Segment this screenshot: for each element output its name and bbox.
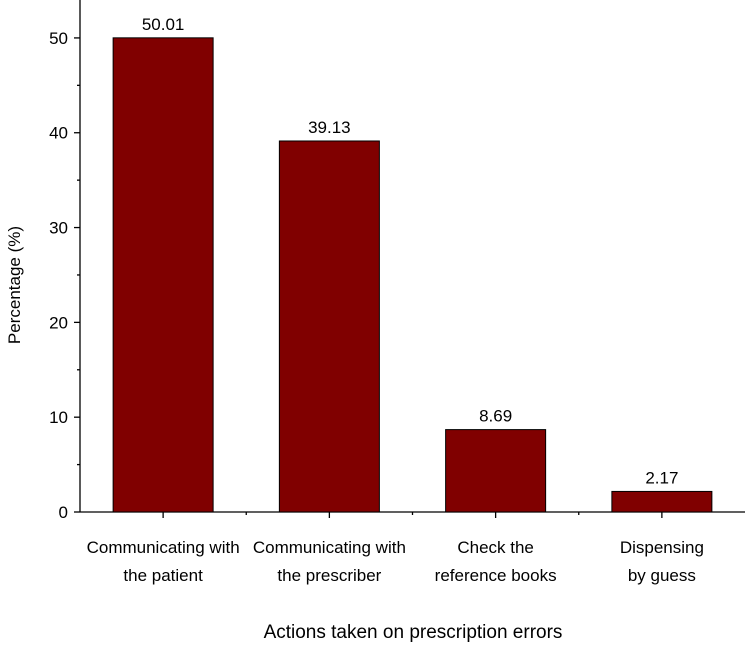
x-tick-label: Dispensing by guess [620, 538, 704, 585]
bar [112, 37, 214, 513]
value-label: 8.69 [479, 407, 512, 426]
y-tick-label: 50 [49, 29, 68, 48]
y-tick-label: 0 [59, 503, 68, 522]
x-tick-label: Communicating with the prescriber [253, 538, 406, 585]
value-label: 2.17 [645, 468, 678, 487]
bar [611, 490, 713, 513]
value-label: 39.13 [308, 118, 351, 137]
y-tick-label: 30 [49, 219, 68, 238]
bar [445, 429, 547, 513]
value-label: 50.01 [142, 15, 185, 34]
x-tick-label: Check the reference books [435, 538, 557, 585]
y-axis-label: Percentage (%) [5, 226, 24, 344]
x-tick-label: Communicating with the patient [87, 538, 240, 585]
y-tick-label: 10 [49, 408, 68, 427]
bar [278, 140, 380, 513]
y-tick-label: 40 [49, 124, 68, 143]
y-tick-label: 20 [49, 313, 68, 332]
x-axis-label: Actions taken on prescription errors [264, 622, 563, 643]
